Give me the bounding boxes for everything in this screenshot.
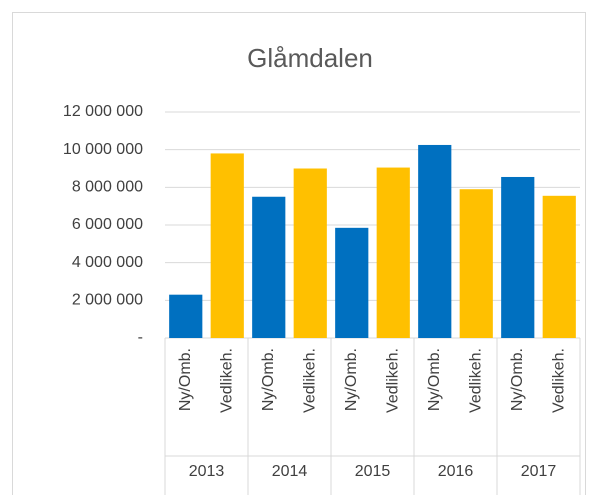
x-tick-label: Ny/Omb. — [426, 348, 443, 411]
group-label: 2015 — [355, 463, 391, 480]
group-label: 2014 — [272, 463, 308, 480]
bar — [501, 176, 535, 338]
x-tick-label: Vedlikeh. — [467, 348, 484, 413]
bar — [210, 153, 244, 338]
x-tick-label: Vedlikeh. — [550, 348, 567, 413]
bar — [459, 189, 493, 338]
group-label: 2017 — [521, 463, 557, 480]
bar — [169, 294, 203, 338]
bar — [293, 168, 327, 338]
bar — [418, 144, 452, 338]
bar — [542, 195, 576, 338]
x-tick-label: Ny/Omb. — [177, 348, 194, 411]
x-tick-label: Vedlikeh. — [384, 348, 401, 413]
y-tick-label: 10 000 000 — [63, 141, 143, 158]
bar — [335, 227, 369, 338]
y-tick-label: 6 000 000 — [72, 216, 143, 233]
y-tick-label: 2 000 000 — [72, 292, 143, 309]
bar — [252, 196, 286, 338]
bar — [376, 167, 410, 338]
y-tick-label: 12 000 000 — [63, 103, 143, 120]
x-tick-label: Ny/Omb. — [509, 348, 526, 411]
y-tick-label: 4 000 000 — [72, 254, 143, 271]
x-tick-label: Vedlikeh. — [301, 348, 318, 413]
chart-title: Glåmdalen — [247, 43, 373, 73]
group-label: 2013 — [189, 463, 225, 480]
y-tick-label: - — [138, 329, 143, 346]
y-tick-label: 8 000 000 — [72, 179, 143, 196]
x-tick-label: Ny/Omb. — [260, 348, 277, 411]
x-tick-label: Vedlikeh. — [218, 348, 235, 413]
x-tick-label: Ny/Omb. — [343, 348, 360, 411]
group-label: 2016 — [438, 463, 474, 480]
